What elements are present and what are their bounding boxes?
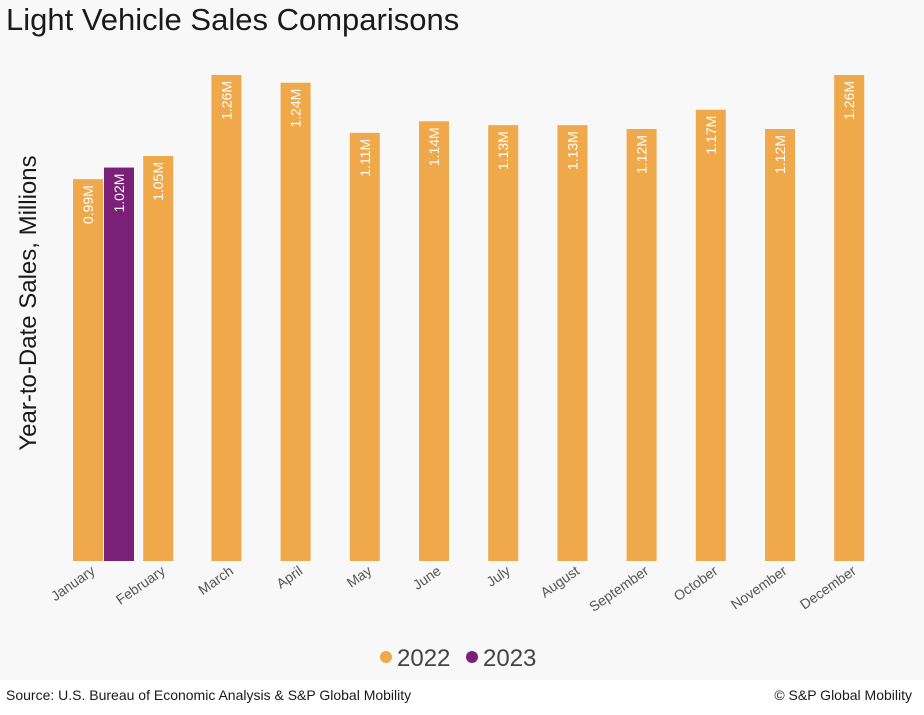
bar-2022-april (280, 82, 311, 561)
bar-2023-january (104, 167, 134, 562)
data-label-2023-january: 1.02M (111, 174, 127, 213)
legend: 2022 2023 (380, 645, 536, 672)
x-tick-label-july: July (483, 562, 513, 589)
chart-area: Light Vehicle Sales Comparisons Year-to-… (6, 2, 865, 672)
bar-2022-august (557, 125, 588, 562)
x-tick-label-october: October (671, 562, 721, 604)
footer: Source: U.S. Bureau of Economic Analysis… (0, 680, 924, 715)
bar-2022-june (419, 121, 449, 562)
x-tick-labels: January February March April May June July Augu… (48, 562, 859, 615)
x-tick-label-january: January (48, 562, 98, 604)
bar-2022-october (695, 109, 726, 561)
data-label-2022-april: 1.24M (288, 89, 304, 128)
data-label-2022-october: 1.17M (703, 116, 719, 155)
data-label-2022-november: 1.12M (772, 135, 788, 174)
x-tick-label-march: March (195, 562, 236, 597)
data-label-2022-february: 1.05M (150, 162, 166, 201)
copyright-note: © S&P Global Mobility (774, 687, 912, 703)
x-tick-label-november: November (728, 562, 790, 612)
chart-title: Light Vehicle Sales Comparisons (6, 2, 460, 37)
source-note: Source: U.S. Bureau of Economic Analysis… (6, 687, 412, 703)
bars-layer: 0.99M 1.02M 1.05M 1.26M 1.24M 1.11M 1.14M 1.13M… (73, 75, 865, 562)
data-label-2022-january: 0.99M (80, 185, 96, 224)
x-tick-label-august: August (537, 562, 582, 600)
legend-swatch-2023 (466, 651, 478, 663)
legend-label-2023: 2023 (483, 645, 536, 672)
data-label-2022-september: 1.12M (634, 135, 650, 174)
x-tick-label-may: May (344, 562, 375, 590)
data-label-2022-december: 1.26M (841, 81, 857, 120)
legend-label-2022: 2022 (397, 645, 450, 672)
data-label-2022-august: 1.13M (564, 131, 580, 170)
data-label-2022-march: 1.26M (218, 81, 234, 120)
bar-2022-march (211, 75, 242, 561)
bar-2022-december (834, 75, 865, 561)
legend-swatch-2022 (380, 651, 392, 663)
bar-2022-november (765, 129, 795, 561)
x-tick-label-june: June (410, 562, 444, 593)
bar-2022-may (349, 132, 380, 561)
bar-2022-january (73, 179, 103, 561)
x-tick-label-february: February (113, 562, 168, 607)
bar-2022-september (626, 129, 657, 561)
y-axis-label: Year-to-Date Sales, Millions (15, 155, 42, 450)
x-tick-label-september: September (586, 562, 652, 615)
x-tick-label-april: April (273, 562, 305, 591)
bar-2022-february (143, 156, 174, 561)
bar-chart: Year-to-Date Sales, Millions 0.99M 1.02M 1… (15, 75, 865, 672)
data-label-2022-july: 1.13M (495, 131, 511, 170)
data-label-2022-may: 1.11M (357, 139, 373, 177)
bar-2022-july (488, 125, 519, 562)
data-label-2022-june: 1.14M (426, 127, 442, 166)
x-tick-label-december: December (797, 562, 859, 612)
